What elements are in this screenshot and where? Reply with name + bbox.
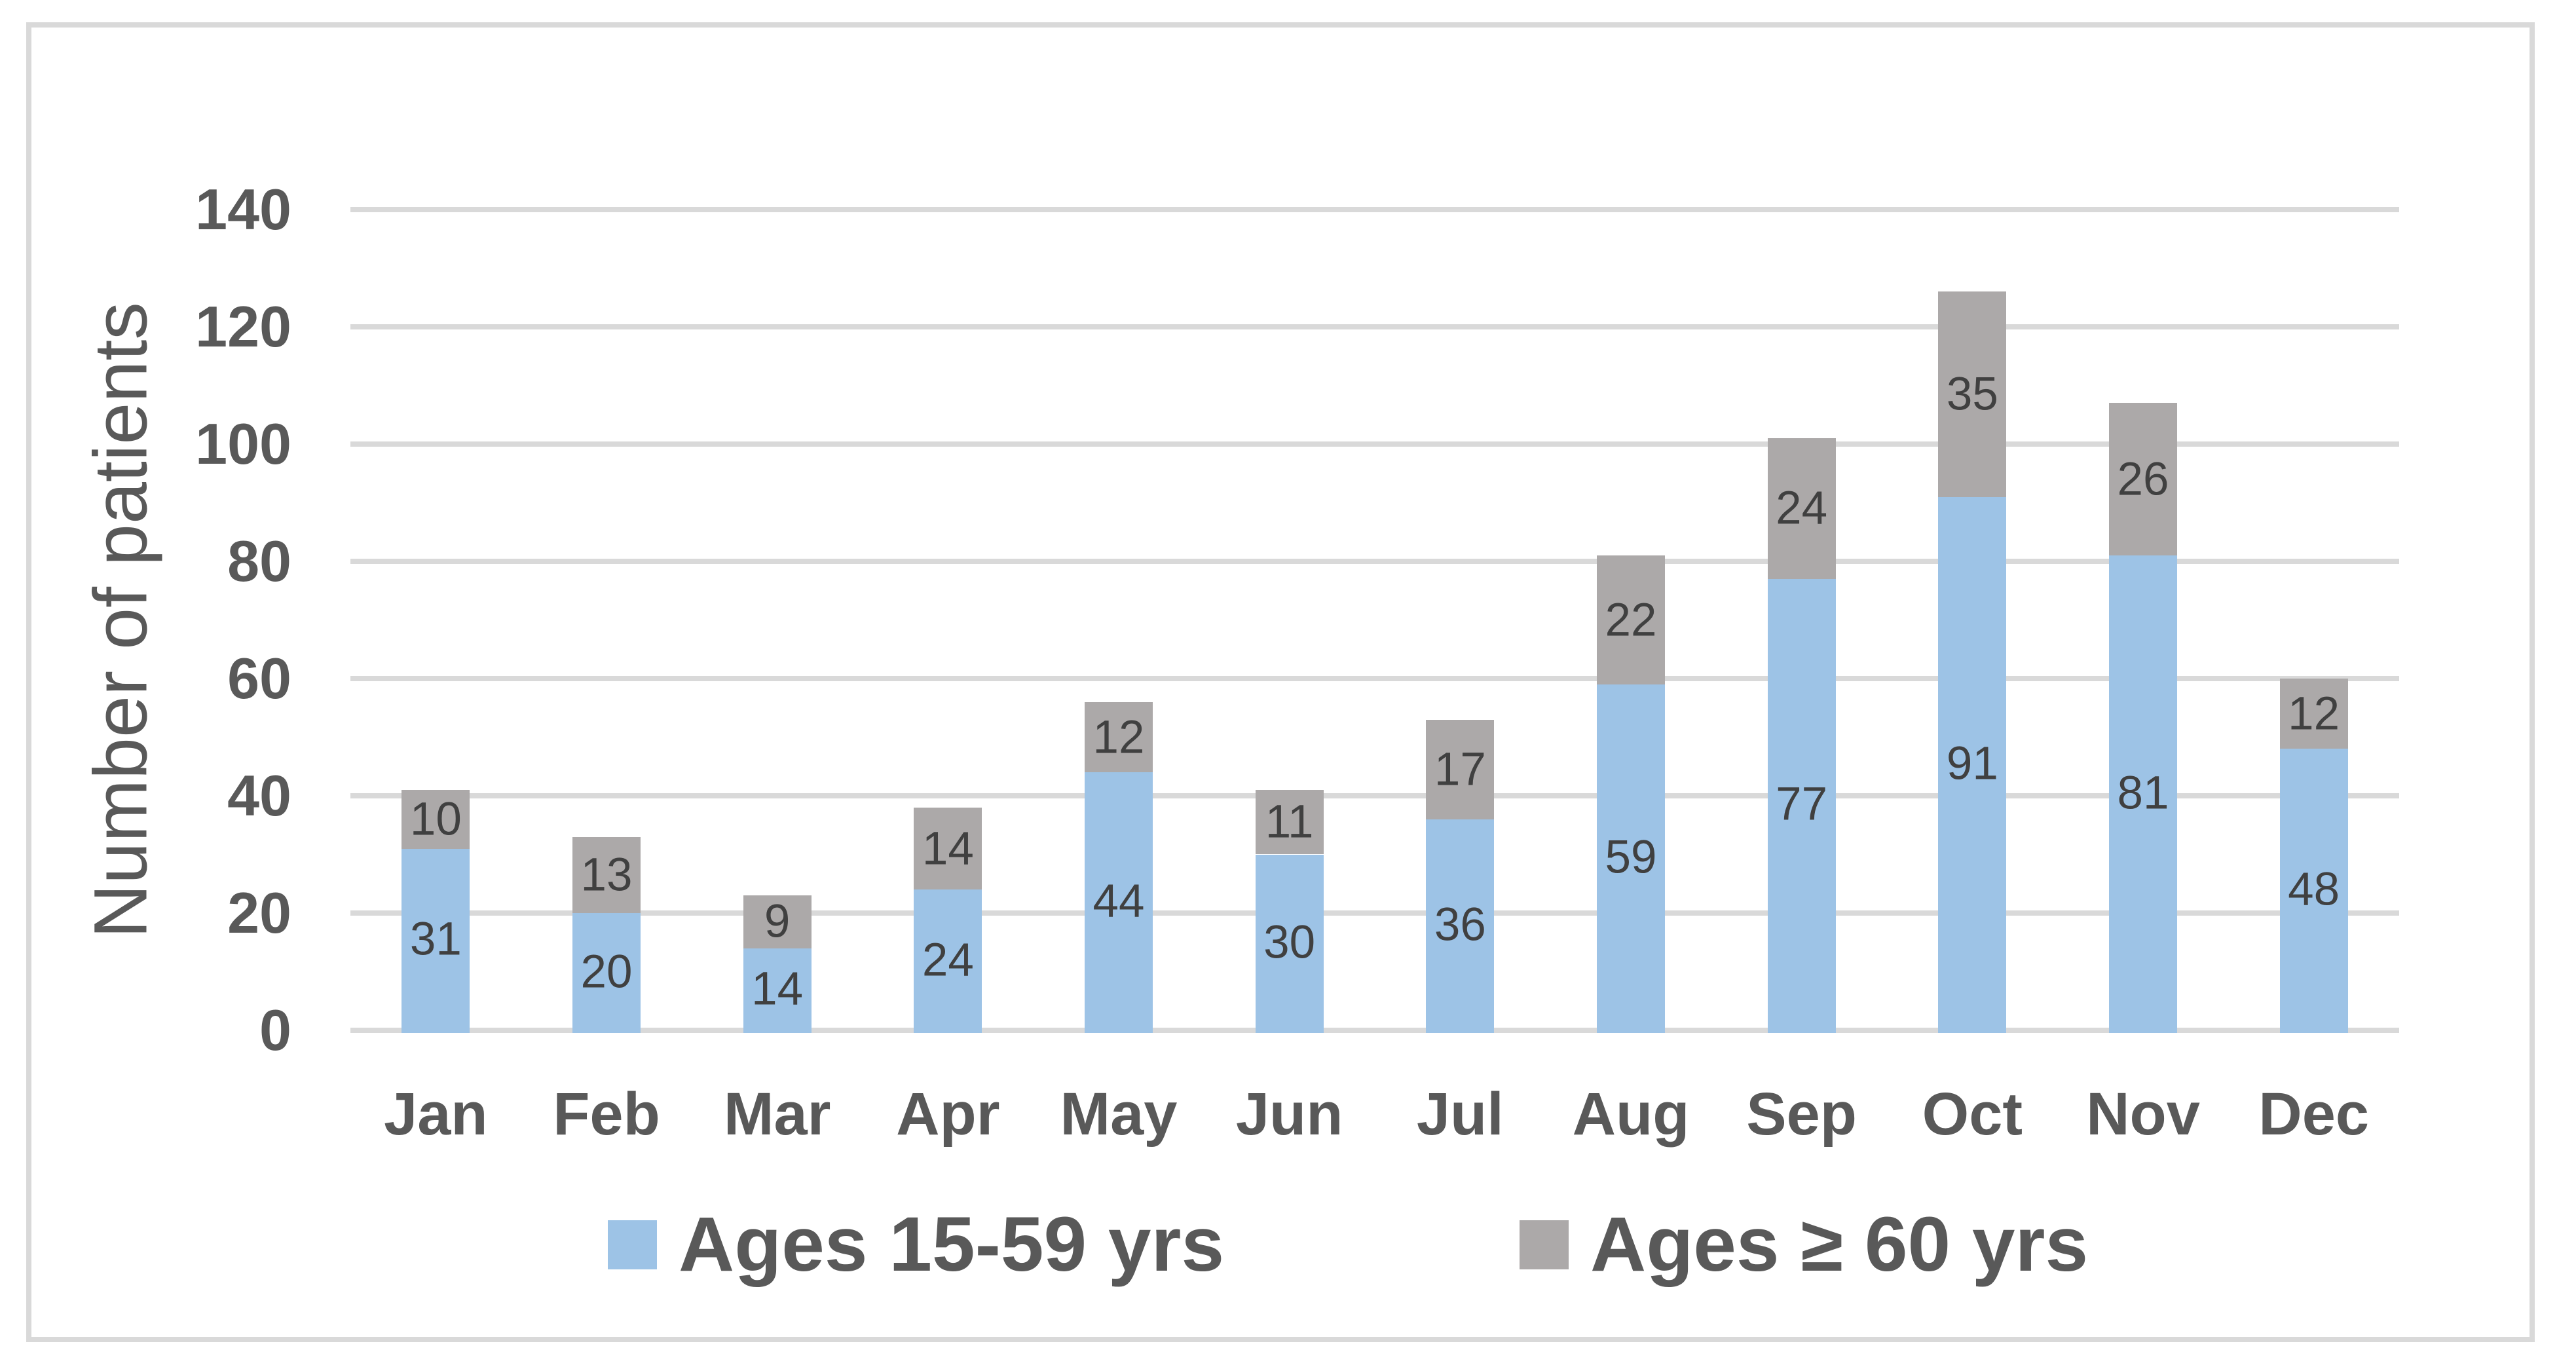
x-category-label: Apr bbox=[896, 1081, 1000, 1148]
x-category-label: May bbox=[1060, 1081, 1178, 1148]
gridline bbox=[350, 793, 2399, 798]
bar-data-label: 31 bbox=[409, 913, 462, 965]
bar-segment-young bbox=[401, 848, 470, 1033]
bar-segment-old bbox=[2279, 679, 2348, 749]
bar-data-label: 77 bbox=[1776, 778, 1828, 831]
bar-segment-old bbox=[743, 895, 812, 948]
y-tick-label: 140 bbox=[195, 177, 291, 242]
bar-data-label: 91 bbox=[1946, 738, 1998, 790]
bar-data-label: 59 bbox=[1605, 831, 1657, 884]
bar-data-label: 44 bbox=[1092, 875, 1145, 927]
gridline bbox=[350, 1028, 2399, 1033]
bar-segment-young bbox=[1597, 684, 1665, 1033]
x-category-label: Nov bbox=[2086, 1081, 2200, 1148]
y-tick-label: 60 bbox=[227, 646, 291, 711]
bar-data-label: 26 bbox=[2117, 453, 2169, 506]
bar-segment-young bbox=[2279, 749, 2348, 1033]
x-category-label: Oct bbox=[1922, 1081, 2023, 1148]
legend-swatch bbox=[1520, 1220, 1569, 1269]
bar-segment-old bbox=[1255, 790, 1324, 855]
x-category-label: Feb bbox=[553, 1081, 660, 1148]
bar-segment-young bbox=[572, 913, 641, 1033]
bar-segment-young bbox=[1255, 854, 1324, 1033]
bar-data-label: 35 bbox=[1946, 368, 1998, 421]
y-tick-label: 0 bbox=[259, 998, 291, 1062]
gridline bbox=[350, 207, 2399, 212]
bar-segment-old bbox=[1767, 438, 1836, 579]
legend-swatch bbox=[608, 1220, 657, 1269]
bar-segment-young bbox=[743, 948, 812, 1033]
bar-data-label: 14 bbox=[751, 963, 804, 1015]
legend-item: Ages ≥ 60 yrs bbox=[1520, 1205, 2088, 1284]
y-tick-label: 20 bbox=[227, 880, 291, 945]
bar-data-label: 24 bbox=[922, 934, 974, 986]
gridline bbox=[350, 324, 2399, 329]
bar-data-label: 10 bbox=[409, 793, 462, 846]
bar-segment-old bbox=[1426, 719, 1495, 819]
y-tick-label: 100 bbox=[195, 411, 291, 476]
bar-segment-young bbox=[1767, 578, 1836, 1033]
gridline bbox=[350, 676, 2399, 681]
y-axis-title: Number of patients bbox=[79, 302, 163, 939]
bar-data-label: 22 bbox=[1605, 594, 1657, 646]
y-tick-label: 120 bbox=[195, 294, 291, 359]
bar-segment-young bbox=[1938, 496, 2007, 1033]
bar-data-label: 12 bbox=[1092, 711, 1145, 763]
y-tick-label: 80 bbox=[227, 529, 291, 593]
bar-segment-young bbox=[2109, 555, 2177, 1033]
bar-data-label: 13 bbox=[580, 849, 633, 901]
bar-data-label: 81 bbox=[2117, 767, 2169, 819]
x-category-label: Jul bbox=[1416, 1081, 1504, 1148]
bar-segment-old bbox=[914, 807, 982, 890]
x-category-label: Jun bbox=[1235, 1081, 1343, 1148]
bar-data-label: 30 bbox=[1263, 916, 1316, 969]
x-category-label: Aug bbox=[1572, 1081, 1690, 1148]
legend-label: Ages 15-59 yrs bbox=[679, 1201, 1225, 1288]
bar-segment-old bbox=[401, 790, 470, 849]
bar-data-label: 24 bbox=[1776, 482, 1828, 534]
bar-segment-old bbox=[2109, 403, 2177, 556]
x-category-label: Dec bbox=[2258, 1081, 2370, 1148]
bar-segment-young bbox=[1426, 819, 1495, 1033]
bar-segment-old bbox=[1938, 291, 2007, 497]
bar-data-label: 36 bbox=[1434, 899, 1486, 951]
bar-segment-old bbox=[1085, 701, 1153, 773]
bar-segment-old bbox=[1597, 555, 1665, 684]
x-category-label: Sep bbox=[1746, 1081, 1857, 1148]
x-category-label: Mar bbox=[723, 1081, 831, 1148]
y-tick-label: 40 bbox=[227, 763, 291, 828]
legend-item: Ages 15-59 yrs bbox=[608, 1205, 1224, 1284]
bar-data-label: 48 bbox=[2288, 863, 2340, 916]
gridline bbox=[350, 559, 2399, 564]
gridline bbox=[350, 910, 2399, 916]
bar-segment-young bbox=[914, 889, 982, 1033]
bar-data-label: 20 bbox=[580, 946, 633, 998]
bar-data-label: 9 bbox=[764, 895, 791, 948]
bar-data-label: 11 bbox=[1265, 796, 1314, 848]
bar-data-label: 12 bbox=[2288, 688, 2340, 740]
bar-data-label: 17 bbox=[1434, 743, 1486, 796]
bar-segment-young bbox=[1085, 772, 1153, 1033]
bar-data-label: 14 bbox=[922, 823, 974, 875]
gridline bbox=[350, 441, 2399, 447]
bar-segment-old bbox=[572, 836, 641, 913]
legend-label: Ages ≥ 60 yrs bbox=[1590, 1201, 2089, 1288]
x-category-label: Jan bbox=[384, 1081, 488, 1148]
